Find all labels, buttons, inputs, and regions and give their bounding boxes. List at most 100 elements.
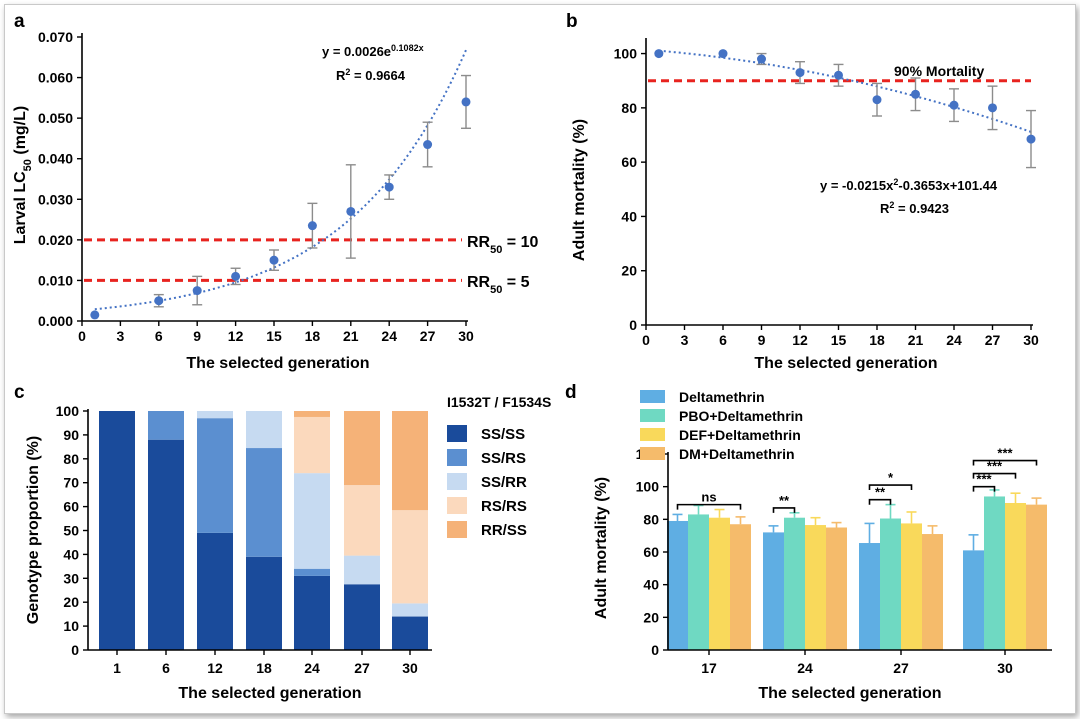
panel-a-y-axis-title: Larval LC50 (mg/L) [12, 106, 34, 245]
panel-d-bar [901, 523, 922, 650]
panel-d-error-bar [968, 534, 979, 551]
pb-y-tick-label: 60 [621, 154, 637, 170]
panel-d-error-bar [927, 525, 938, 535]
panel-d-error-bar [693, 504, 704, 515]
panel-c-x-tick-label: 24 [304, 660, 320, 676]
panel-d-bar [922, 534, 943, 650]
panel-a-r-squared: R2 = 0.9664 [336, 67, 406, 83]
panel-b-letter: b [566, 11, 578, 32]
panel-c-y-tick-label: 30 [63, 570, 79, 586]
panel-d-error-bar [735, 516, 746, 525]
panel-d-significance-bracket: * [868, 470, 913, 491]
panel-d-error-bar [885, 503, 896, 519]
pa-y-tick-label: 0.000 [38, 313, 73, 329]
panel-d-error-bar [672, 513, 683, 521]
panel-c-x-tick-label: 6 [162, 660, 170, 676]
panel-c-y-ticks: 0 10 20 30 40 50 60 70 80 90 100 [56, 403, 88, 658]
panel-c-legend-label: RR/SS [481, 522, 527, 539]
panel-c-bar-segment [344, 584, 380, 650]
panel-d-bar [805, 525, 826, 650]
pa-x-tick-label: 3 [117, 328, 125, 344]
pb-x-tick-label: 30 [1023, 332, 1039, 348]
panel-d-legend-swatch [640, 409, 665, 422]
pb-y-tick-label: 40 [621, 208, 637, 224]
panel-d-legend-label: Deltamethrin [679, 389, 765, 405]
panel-d-bracket-line [772, 507, 796, 513]
panel-c-bar-segment [344, 485, 380, 556]
pb-y-tick-label: 0 [629, 317, 637, 333]
panel-a-data-point [423, 140, 433, 150]
pa-x-tick-label: 24 [381, 328, 397, 344]
panel-a-data-point [192, 286, 202, 296]
pa-y-tick-label: 0.070 [38, 29, 73, 45]
panel-c-bar-segment [246, 411, 282, 449]
panel-c-y-tick-label: 90 [63, 427, 79, 443]
panel-a: a 0 3 6 9 12 15 18 21 24 27 30 0.000 0.010 0.020 0.03… [12, 11, 538, 372]
panel-d-legend-swatch [640, 428, 665, 441]
panel-b-data-point [1026, 134, 1036, 144]
panel-c-x-tick-label: 12 [207, 660, 223, 676]
panel-d: d ns ***** ********* 17 24 27 30 020406080100… [565, 382, 1052, 702]
panel-d-significance-bracket: *** [972, 472, 996, 492]
panel-c-y-tick-label: 100 [56, 403, 80, 419]
panel-c-y-tick-label: 20 [63, 594, 79, 610]
panel-c-bar-segment [197, 532, 233, 650]
pb-x-tick-label: 9 [758, 332, 766, 348]
pa-x-tick-label: 9 [193, 328, 201, 344]
panel-d-bracket-line [972, 485, 996, 492]
panel-b-y-axis-title: Adult mortality (%) [571, 119, 588, 261]
panel-b-data-point [949, 100, 959, 110]
panel-d-y-tick-label: 20 [643, 609, 659, 625]
panel-c-bar-segment [246, 448, 282, 557]
panel-d-significance-bracket: *** [972, 459, 1017, 479]
panel-a-data-point [90, 310, 100, 320]
panel-c-x-tick-label: 30 [402, 660, 418, 676]
panel-c-x-tick-label: 18 [256, 660, 272, 676]
panel-d-significance-bracket: *** [972, 446, 1038, 466]
panel-a-data-point [154, 296, 164, 306]
panel-d-significance-label: ** [779, 493, 790, 508]
panel-c-x-axis-title: The selected generation [178, 685, 361, 702]
panel-c-bar-segment [294, 411, 330, 417]
panel-d-error-bar [906, 511, 917, 524]
pb-x-tick-label: 6 [719, 332, 727, 348]
panel-a-r2-superscript: 2 [345, 67, 350, 77]
panel-d-bracket-line [972, 459, 1038, 466]
panel-c-y-tick-label: 0 [71, 642, 79, 658]
panel-c-legend-swatch [447, 521, 467, 538]
panel-d-bar [763, 532, 784, 650]
pa-y-tick-label: 0.020 [38, 232, 73, 248]
panel-d-significance-label: *** [976, 472, 992, 487]
pb-x-tick-label: 3 [681, 332, 689, 348]
panel-c-bar-segment [392, 603, 428, 617]
pa-x-tick-label: 27 [420, 328, 436, 344]
panel-c-legend-label: RS/RS [481, 498, 527, 515]
panel-b-x-ticks: 0 3 6 9 12 15 18 21 24 27 30 [642, 325, 1039, 348]
panel-a-threshold-label-10: RR50 = 10 [467, 234, 538, 256]
panel-d-plot: ns ***** ********* [667, 446, 1052, 651]
panel-d-error-bar [810, 516, 821, 526]
panel-c-y-axis-title: Genotype proportion (%) [25, 436, 42, 624]
panel-d-y-tick-label: 0 [651, 642, 659, 658]
panel-c-bar-segment [148, 411, 184, 440]
panel-d-y-tick-label: 80 [643, 511, 659, 527]
panel-c-bar-segment [197, 418, 233, 533]
panel-c: c 1 6 12 18 24 27 30 0 10 20 30 40 50 60 70 80 90 100 SS… [14, 382, 551, 702]
panel-d-bar [963, 550, 984, 650]
panel-a-data-point [384, 182, 394, 192]
panel-d-x-tick-label: 27 [893, 660, 909, 676]
panel-c-x-ticks: 1 6 12 18 24 27 30 [113, 650, 418, 676]
panel-b-y-ticks: 0 20 40 60 80 100 [614, 46, 646, 333]
panel-d-significance-label: * [888, 470, 894, 485]
panel-d-bracket-line [972, 472, 1017, 479]
panel-c-legend-swatch [447, 473, 467, 490]
panel-c-y-tick-label: 70 [63, 475, 79, 491]
panel-a-trendline [94, 49, 467, 311]
panel-d-bar [730, 524, 751, 650]
panel-d-significance-label: ns [701, 490, 716, 505]
panel-d-bar [1005, 503, 1026, 650]
panel-c-bar-segment [392, 510, 428, 604]
panel-a-data-point [461, 97, 471, 107]
panel-b-data-point [795, 68, 805, 78]
panel-c-legend-swatch [447, 449, 467, 466]
